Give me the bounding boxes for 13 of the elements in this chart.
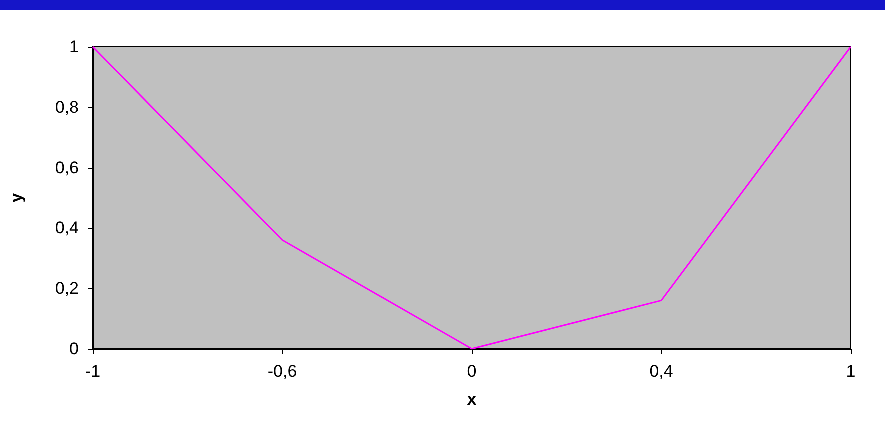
x-tick-label: 0,4 [650, 362, 674, 381]
y-tick-label: 0,6 [55, 158, 79, 178]
y-tick-label: 0 [70, 340, 79, 358]
x-tick-label: -1 [85, 362, 101, 381]
y-axis-title: y [7, 192, 26, 203]
x-tick-label: -0,6 [268, 362, 298, 381]
x-tick-label: 1 [846, 362, 856, 381]
y-tick-label: 0,8 [55, 98, 79, 117]
x-tick-label: 0 [467, 362, 477, 381]
y-tick-label: 1 [70, 38, 79, 56]
y-tick-label: 0,4 [55, 218, 79, 238]
y-tick-label: 0,2 [55, 279, 79, 298]
x-axis-title: x [467, 390, 478, 409]
